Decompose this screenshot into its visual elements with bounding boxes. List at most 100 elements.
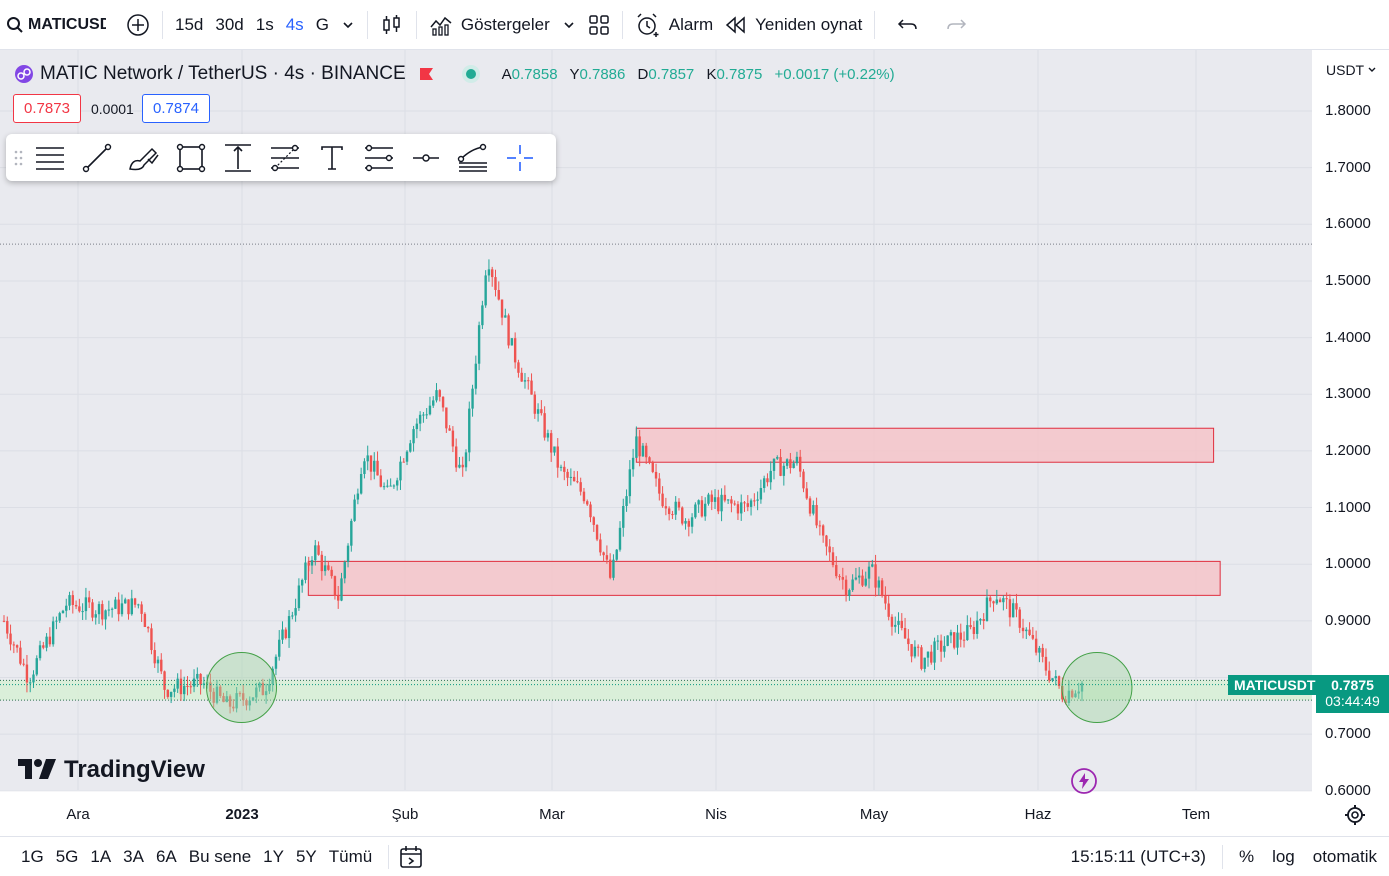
candle-up xyxy=(110,608,114,610)
range-3a[interactable]: 3A xyxy=(123,846,144,866)
range-1y[interactable]: 1Y xyxy=(263,846,284,866)
close-value: 0.7875 xyxy=(716,65,763,83)
candle-up xyxy=(38,645,42,659)
candle-down xyxy=(930,651,933,663)
candle-up xyxy=(536,409,540,414)
range-ytd[interactable]: Bu sene xyxy=(188,846,252,866)
candle-down xyxy=(667,508,671,515)
interval-30d[interactable]: 30d xyxy=(215,14,244,34)
currency-selector[interactable]: USDT xyxy=(1326,62,1377,78)
indicators-button[interactable]: Göstergeler xyxy=(423,7,556,43)
candle-down xyxy=(884,595,887,604)
time-tick: May xyxy=(859,806,889,823)
candle-up xyxy=(55,620,58,622)
interval-1s[interactable]: 1s xyxy=(255,14,274,34)
lines-icon xyxy=(35,146,64,170)
horizontal-lines-tool[interactable] xyxy=(26,138,73,178)
candle-up xyxy=(114,599,117,609)
chart-canvas[interactable] xyxy=(0,50,1389,840)
timezone-clock[interactable]: 15:15:11 (UTC+3) xyxy=(1070,846,1206,866)
flag-icon[interactable] xyxy=(418,66,434,82)
compare-button[interactable] xyxy=(120,7,156,43)
candle-up xyxy=(674,501,677,515)
candle-up xyxy=(202,683,206,685)
candle-down xyxy=(1018,609,1021,628)
separator xyxy=(162,10,163,39)
candle-up xyxy=(749,500,753,507)
trendline-tool[interactable] xyxy=(73,138,120,178)
candle-up xyxy=(215,686,219,703)
candle-up xyxy=(304,562,307,580)
candle-down xyxy=(454,446,458,468)
candle-down xyxy=(507,315,510,346)
lightning-button[interactable] xyxy=(1070,767,1098,800)
tradingview-watermark: TradingView xyxy=(18,756,205,784)
price-range-tool[interactable] xyxy=(214,138,261,178)
candle-up xyxy=(415,423,419,430)
brush-tool[interactable] xyxy=(120,138,167,178)
candle-up xyxy=(477,325,481,364)
redo-button[interactable] xyxy=(939,7,973,43)
alarm-button[interactable]: Alarm xyxy=(629,7,719,43)
log-toggle[interactable]: log xyxy=(1272,846,1295,866)
candle-down xyxy=(556,446,559,468)
indicators-dropdown[interactable] xyxy=(556,7,582,43)
candle-down xyxy=(12,644,16,646)
chart-type-button[interactable] xyxy=(374,7,410,43)
candle-up xyxy=(130,598,133,615)
replay-button[interactable]: Yeniden oynat xyxy=(719,7,868,43)
market-status-icon[interactable] xyxy=(460,63,482,85)
calendar-goto-icon xyxy=(400,845,423,868)
chart-settings-button[interactable] xyxy=(1344,804,1366,831)
buy-price[interactable]: 0.7874 xyxy=(142,94,210,123)
candle-down xyxy=(500,299,504,318)
price-tick: 1.4000 xyxy=(1325,328,1371,346)
rectangle-tool[interactable] xyxy=(167,138,214,178)
interval-g[interactable]: G xyxy=(315,14,329,34)
price-label-symbol: MATICUSDT xyxy=(1234,677,1316,693)
regression-tool[interactable] xyxy=(449,138,496,178)
candle-down xyxy=(638,436,641,457)
candle-up xyxy=(740,502,743,514)
highlight-circle-2 xyxy=(1061,651,1133,723)
fib-tool[interactable] xyxy=(261,138,308,178)
candle-up xyxy=(812,505,815,514)
redo-icon xyxy=(947,18,967,29)
candle-down xyxy=(317,545,320,555)
goto-date-button[interactable] xyxy=(399,845,425,869)
symbol-title[interactable]: MATIC Network / TetherUS · 4s · BINANCE xyxy=(40,63,406,84)
candle-up xyxy=(776,457,779,459)
candle-up xyxy=(523,380,527,382)
candle-down xyxy=(920,647,923,669)
range-all[interactable]: Tümü xyxy=(328,846,373,866)
sell-price[interactable]: 0.7873 xyxy=(13,94,81,123)
candle-up xyxy=(720,494,723,512)
interval-15d[interactable]: 15d xyxy=(175,14,204,34)
range-1g[interactable]: 1G xyxy=(21,846,44,866)
range-6a[interactable]: 6A xyxy=(155,846,177,866)
candle-up xyxy=(871,564,874,567)
text-tool[interactable] xyxy=(308,138,355,178)
projection-tool[interactable] xyxy=(355,138,402,178)
candle-down xyxy=(835,565,838,577)
drag-handle-icon[interactable] xyxy=(14,148,26,168)
horizontal-ray-tool[interactable] xyxy=(402,138,449,178)
auto-scale-toggle[interactable]: otomatik xyxy=(1312,846,1377,866)
candle-up xyxy=(897,620,900,625)
range-1a[interactable]: 1A xyxy=(90,846,112,866)
undo-button[interactable] xyxy=(891,7,925,43)
range-5y[interactable]: 5Y xyxy=(295,846,317,866)
candle-up xyxy=(268,684,271,692)
candle-down xyxy=(163,671,166,690)
crosshair-tool[interactable] xyxy=(496,138,543,178)
symbol-search[interactable]: MATICUSDT xyxy=(0,7,120,43)
percent-toggle[interactable]: % xyxy=(1238,846,1255,866)
interval-dropdown[interactable] xyxy=(335,7,361,43)
range-5g[interactable]: 5G xyxy=(55,846,79,866)
layouts-button[interactable] xyxy=(582,7,616,43)
interval-4s[interactable]: 4s xyxy=(285,14,304,34)
candle-down xyxy=(825,535,828,547)
candle-up xyxy=(124,599,127,604)
candle-up xyxy=(294,608,297,616)
candle-down xyxy=(513,338,517,363)
